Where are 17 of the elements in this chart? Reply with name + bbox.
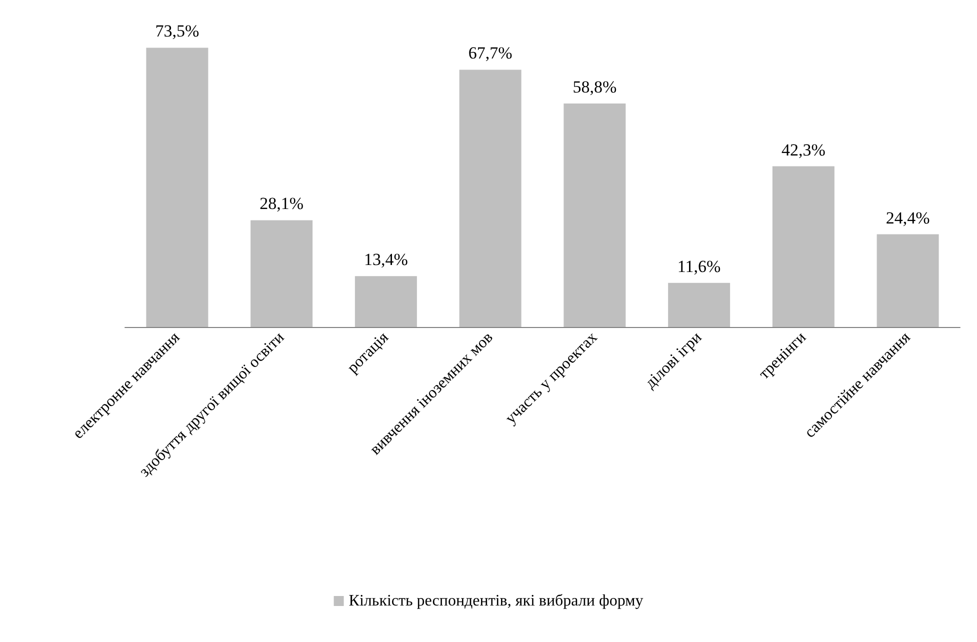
bar: [772, 166, 834, 327]
data-label: 13,4%: [364, 250, 408, 270]
data-label: 58,8%: [572, 78, 617, 97]
data-label: 73,5%: [155, 22, 200, 41]
data-label: 11,6%: [677, 256, 721, 276]
data-label: 24,4%: [886, 208, 930, 228]
bar: [459, 70, 522, 327]
data-label: 42,3%: [781, 140, 826, 160]
bar: [250, 220, 313, 327]
bar: [564, 104, 626, 327]
data-label: 67,7%: [468, 44, 512, 63]
bar: [354, 276, 417, 327]
bar: [668, 282, 730, 327]
bar: [876, 234, 939, 327]
legend-label: Кількість респондентів, які вибрали форму: [348, 592, 644, 610]
data-label: 28,1%: [260, 194, 304, 214]
bar: [146, 48, 208, 327]
